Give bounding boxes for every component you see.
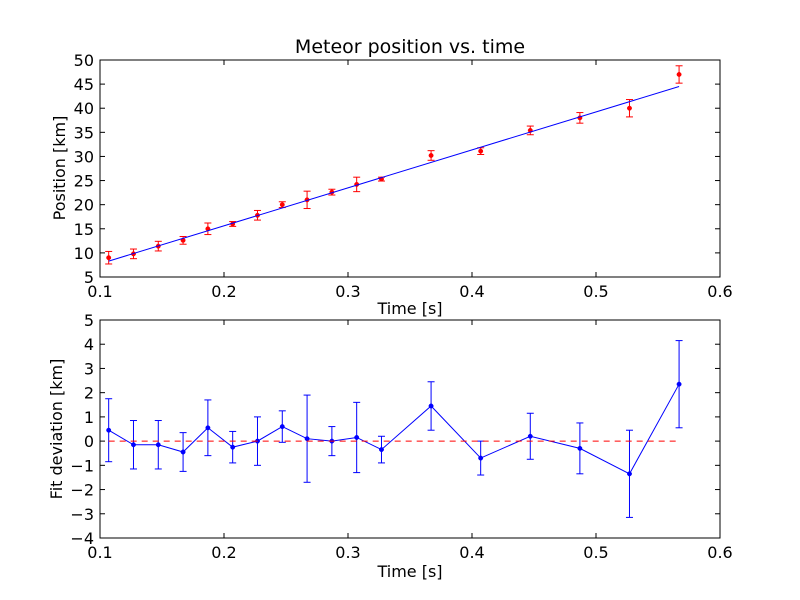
position-x-tick-label: 0.4 [459, 282, 484, 301]
deviation-data-point [527, 433, 533, 439]
deviation-data-point [230, 444, 236, 450]
deviation-y-tick-label: 0 [84, 432, 94, 451]
deviation-data-point [676, 381, 682, 387]
position-data-point [106, 255, 112, 261]
deviation-data-point [155, 442, 161, 448]
deviation-data-point [627, 471, 632, 477]
position-data-point [279, 202, 285, 208]
deviation-x-tick-label: 0.1 [87, 543, 112, 562]
position-x-tick-label: 0.2 [211, 282, 236, 301]
position-x-tick-label: 0.6 [707, 282, 732, 301]
deviation-y-tick-label: 2 [84, 384, 94, 403]
position-data-point [478, 148, 484, 154]
deviation-data-point [304, 436, 310, 442]
deviation-y-tick-label: −1 [70, 456, 94, 475]
position-data-point [627, 105, 632, 111]
deviation-x-tick-label: 0.5 [583, 543, 608, 562]
position-chart-x-axis-label: Time [s] [376, 299, 442, 318]
deviation-x-tick-label: 0.3 [335, 543, 360, 562]
deviation-y-tick-label: 5 [84, 311, 94, 330]
deviation-x-tick-label: 0.2 [211, 543, 236, 562]
deviation-data-point [131, 442, 136, 448]
position-y-tick-label: 20 [74, 196, 94, 215]
position-y-tick-label: 40 [74, 99, 94, 118]
position-y-tick-label: 45 [74, 75, 94, 94]
deviation-chart-y-axis-label: Fit deviation [km] [47, 359, 66, 500]
position-y-tick-label: 10 [74, 244, 94, 263]
position-y-tick-label: 15 [74, 220, 94, 239]
position-data-point [428, 153, 434, 158]
position-y-tick-label: 30 [74, 147, 94, 166]
position-chart-y-axis-label: Position [km] [50, 116, 69, 221]
deviation-chart: 0.1 0.2 0.3 0.4 0.5 0.6 −4 −3 −2 −1 0 1 2 3 4 5 Time [s… [47, 311, 733, 581]
deviation-data-point [428, 403, 434, 409]
position-data-point [676, 72, 682, 77]
deviation-data-point [478, 455, 484, 461]
deviation-x-tick-label: 0.4 [459, 543, 484, 562]
deviation-data-point [180, 449, 186, 455]
deviation-chart-frame [99, 319, 721, 539]
position-y-tick-label: 35 [74, 123, 94, 142]
deviation-y-tick-label: −3 [70, 505, 94, 524]
deviation-y-tick-label: 3 [84, 359, 94, 378]
position-chart-title: Meteor position vs. time [295, 36, 525, 58]
deviation-data-point [577, 445, 583, 451]
deviation-data-point [106, 427, 112, 433]
position-y-tick-label: 25 [74, 172, 94, 191]
deviation-data-point [279, 424, 285, 430]
deviation-series-line [108, 383, 680, 475]
position-y-tick-label: 5 [84, 268, 94, 287]
position-chart: Meteor position vs. time 0.1 0.2 0.3 0.4 0.5… [50, 36, 733, 318]
deviation-x-tick-label: 0.6 [707, 543, 732, 562]
position-y-tick-label: 50 [74, 51, 94, 70]
deviation-y-tick-label: −2 [70, 481, 94, 500]
position-chart-frame [99, 59, 721, 278]
deviation-y-tick-label: 4 [84, 335, 94, 354]
position-x-tick-label: 0.3 [335, 282, 360, 301]
position-fit-line [108, 86, 680, 262]
deviation-y-tick-label: 1 [84, 408, 94, 427]
deviation-chart-x-axis-label: Time [s] [376, 562, 442, 581]
position-x-tick-label: 0.1 [87, 282, 112, 301]
deviation-data-point [354, 435, 360, 440]
deviation-data-point [205, 425, 211, 431]
deviation-y-tick-label: −4 [70, 529, 94, 548]
deviation-data-point [379, 447, 384, 453]
position-x-tick-label: 0.5 [583, 282, 608, 301]
